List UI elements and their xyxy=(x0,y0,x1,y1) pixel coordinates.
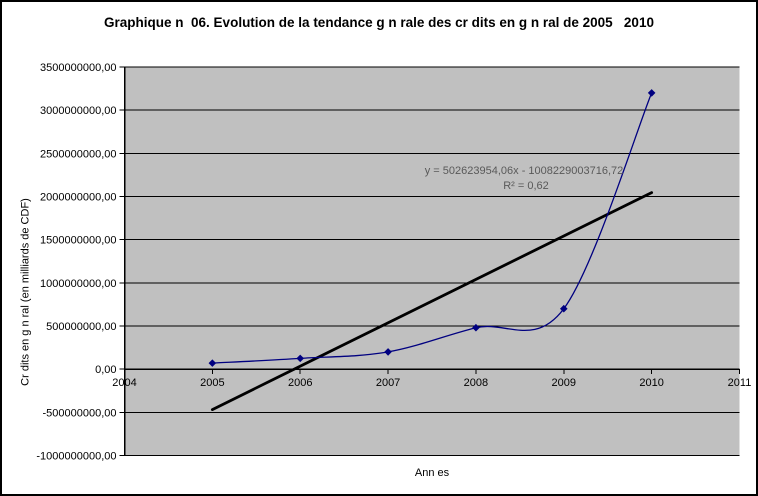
y-tick-label: 500000000,00 xyxy=(46,321,116,333)
trendline xyxy=(210,191,654,411)
data-point-marker xyxy=(296,354,305,363)
trendline-equation: y = 502623954,06x - 1008229003716,72 xyxy=(425,165,623,177)
y-tick-label: -500000000,00 xyxy=(42,407,116,419)
plot-background xyxy=(124,67,740,456)
data-point-marker xyxy=(647,89,656,97)
y-tick-label: 3500000000,00 xyxy=(40,62,116,74)
data-point-marker xyxy=(472,323,480,332)
x-tick-label: 2010 xyxy=(639,377,663,389)
x-tick-label: 2004 xyxy=(112,377,136,389)
y-tick-label: 2000000000,00 xyxy=(40,192,116,204)
data-point-marker xyxy=(208,359,217,367)
x-tick-label: 2009 xyxy=(552,377,576,389)
data-point-marker xyxy=(559,304,568,313)
x-tick-label: 2008 xyxy=(464,377,488,389)
y-tick-label: 2500000000,00 xyxy=(40,148,116,160)
x-tick-label: 2007 xyxy=(376,377,400,389)
y-tick-label: -1000000000,00 xyxy=(36,451,116,463)
y-tick-label: 1000000000,00 xyxy=(40,278,116,290)
data-point-marker xyxy=(384,348,392,356)
y-tick-label: 1500000000,00 xyxy=(40,235,116,247)
x-axis-title: Ann es xyxy=(414,467,450,479)
x-tick-label: 2005 xyxy=(200,377,224,389)
chart-title: Graphique n 06. Evolution de la tendance… xyxy=(104,15,654,30)
x-tick-label: 2006 xyxy=(288,377,312,389)
trendline-r2: R² = 0,62 xyxy=(503,180,549,192)
x-tick-label: 2011 xyxy=(728,377,752,389)
y-tick-label: 0,00 xyxy=(95,364,116,376)
y-tick-label: 3000000000,00 xyxy=(40,105,116,117)
